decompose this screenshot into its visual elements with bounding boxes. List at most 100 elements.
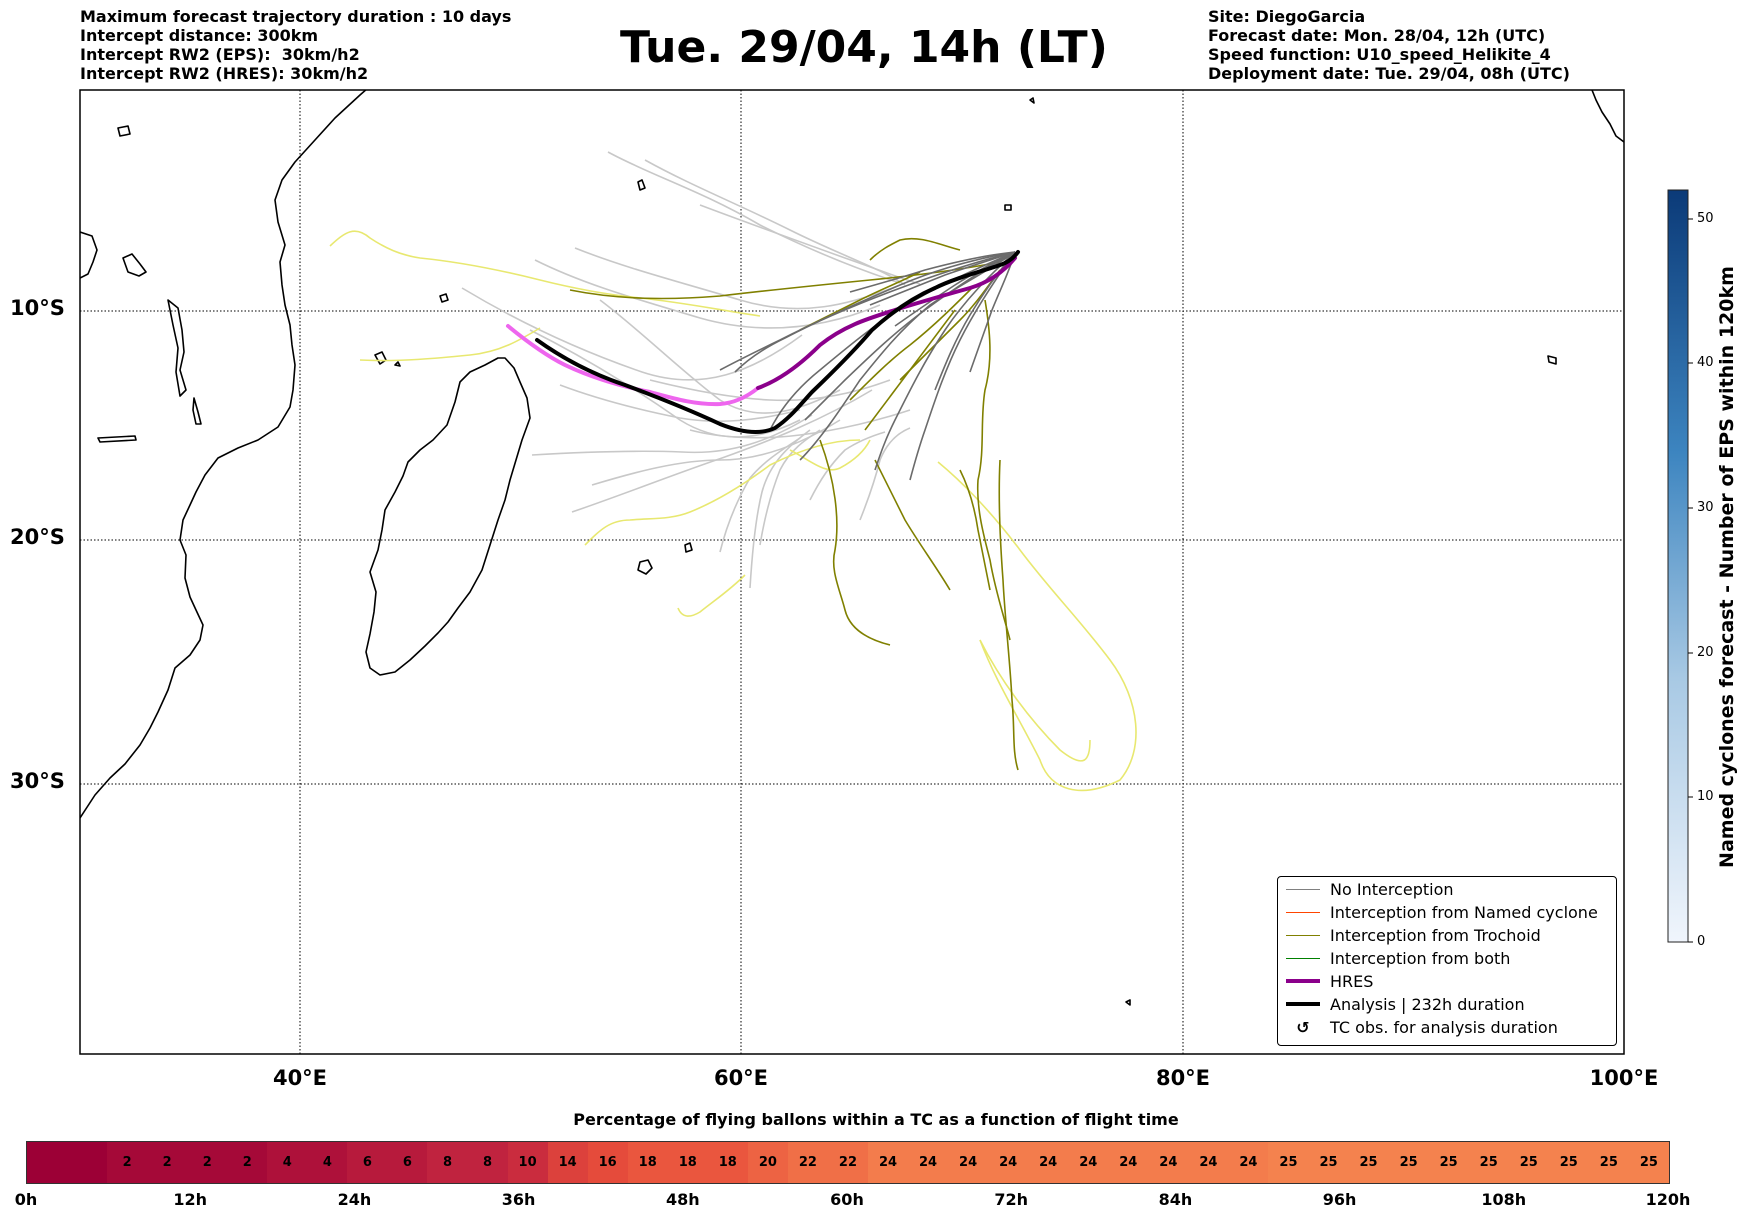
legend-swatch bbox=[1286, 889, 1320, 890]
header-right-info: Site: DiegoGarcia Forecast date: Mon. 28… bbox=[1208, 7, 1570, 83]
lat-label-30s: 30°S bbox=[10, 769, 65, 793]
legend-item-both: Interception from both bbox=[1278, 948, 1616, 970]
percentage-segment: 18 bbox=[667, 1142, 708, 1183]
maldives-islands bbox=[1591, 90, 1624, 143]
deployment-date-text: Deployment date: Tue. 29/04, 08h (UTC) bbox=[1208, 64, 1570, 83]
page-title: Tue. 29/04, 14h (LT) bbox=[620, 22, 1108, 73]
time-tick-label: 60h bbox=[830, 1190, 864, 1209]
time-tick-label: 0h bbox=[14, 1190, 38, 1209]
time-tick-label: 36h bbox=[501, 1190, 536, 1209]
legend-item-hres: HRES bbox=[1278, 971, 1616, 993]
time-tick-label: 48h bbox=[665, 1190, 700, 1209]
percentage-segment: 25 bbox=[1388, 1142, 1429, 1183]
legend-swatch bbox=[1286, 979, 1320, 983]
madagascar-coastline bbox=[365, 357, 531, 676]
header-left-info: Maximum forecast trajectory duration : 1… bbox=[80, 7, 511, 83]
percentage-segment: 18 bbox=[707, 1142, 748, 1183]
colorbar-tick-50: 50 bbox=[1697, 211, 1714, 226]
percentage-segment: 25 bbox=[1588, 1142, 1629, 1183]
lon-label-100e: 100°E bbox=[1589, 1066, 1659, 1090]
percentage-segment: 24 bbox=[908, 1142, 949, 1183]
colorbar-tick-10: 10 bbox=[1697, 789, 1714, 804]
yellow-trajectories bbox=[329, 230, 1137, 792]
percentage-segment: 6 bbox=[387, 1142, 428, 1183]
lake-rukwa bbox=[80, 231, 98, 279]
percentage-bar-title: Percentage of flying ballons within a TC… bbox=[573, 1110, 1179, 1129]
lake-tanganyika bbox=[167, 299, 187, 397]
percentage-segment: 2 bbox=[147, 1142, 188, 1183]
small-island-3 bbox=[1004, 204, 1012, 211]
legend-item-tc-obs: ↺ TC obs. for analysis duration bbox=[1278, 1017, 1616, 1039]
colorbar-tick-0: 0 bbox=[1697, 934, 1706, 949]
intercept-eps-text: Intercept RW2 (EPS): 30km/h2 bbox=[80, 45, 360, 64]
forecast-date-text: Forecast date: Mon. 28/04, 12h (UTC) bbox=[1208, 26, 1546, 45]
lon-label-40e: 40°E bbox=[272, 1066, 328, 1090]
percentage-segment: 25 bbox=[1268, 1142, 1309, 1183]
percentage-segment: 24 bbox=[1188, 1142, 1229, 1183]
cyclone-colorbar-ticks bbox=[1688, 218, 1693, 943]
time-tick-label: 96h bbox=[1322, 1190, 1357, 1209]
percentage-segment: 25 bbox=[1308, 1142, 1349, 1183]
percentage-segment: 24 bbox=[867, 1142, 909, 1183]
percentage-segment: 22 bbox=[827, 1142, 868, 1183]
percentage-segment: 24 bbox=[988, 1142, 1029, 1183]
colorbar-tick-20: 20 bbox=[1697, 645, 1714, 660]
percentage-segment: 25 bbox=[1348, 1142, 1389, 1183]
percentage-segment: 24 bbox=[1028, 1142, 1069, 1183]
cyclone-colorbar bbox=[1667, 189, 1689, 943]
colorbar-label: Named cyclones forecast - Number of EPS … bbox=[1716, 266, 1738, 868]
seychelles bbox=[439, 293, 449, 303]
mauritius bbox=[637, 559, 653, 575]
lat-label-20s: 20°S bbox=[10, 525, 65, 549]
percentage-segment: 25 bbox=[1468, 1142, 1509, 1183]
time-tick-label: 12h bbox=[173, 1190, 208, 1209]
percentage-segment: 6 bbox=[347, 1142, 388, 1183]
percentage-bar: 2 2 2 2 4 4 6 6 8 8 10 14 16 18 18 18 20 22 22 24 24 24 24 24 24… bbox=[26, 1141, 1670, 1184]
time-tick-label: 108h bbox=[1481, 1190, 1527, 1209]
speed-function-text: Speed function: U10_speed_Helikite_4 bbox=[1208, 45, 1551, 64]
max-duration-text: Maximum forecast trajectory duration : 1… bbox=[80, 7, 512, 26]
comoros bbox=[374, 351, 401, 367]
percentage-segment: 10 bbox=[507, 1142, 548, 1183]
time-tick-label: 24h bbox=[337, 1190, 372, 1209]
time-tick-label: 72h bbox=[994, 1190, 1029, 1209]
map-frame bbox=[79, 89, 1625, 1055]
lake-malawi bbox=[192, 397, 202, 425]
percentage-segment: 8 bbox=[467, 1142, 508, 1183]
diego-garcia bbox=[1547, 355, 1557, 365]
percentage-segment: 25 bbox=[1428, 1142, 1469, 1183]
lake-victoria bbox=[122, 253, 147, 277]
percentage-segment: 2 bbox=[227, 1142, 268, 1183]
legend-swatch bbox=[1286, 1002, 1320, 1006]
time-tick-label: 120h bbox=[1645, 1190, 1691, 1209]
tc-obs-icon: ↺ bbox=[1296, 1018, 1310, 1037]
percentage-segment: 24 bbox=[1068, 1142, 1109, 1183]
colorbar-tick-30: 30 bbox=[1697, 500, 1714, 515]
percentage-segment: 4 bbox=[267, 1142, 308, 1183]
percentage-segment: 2 bbox=[107, 1142, 148, 1183]
hres-segment-pink bbox=[506, 324, 760, 407]
percentage-segment: 24 bbox=[1148, 1142, 1189, 1183]
small-island-1 bbox=[1125, 999, 1131, 1006]
percentage-segment: 25 bbox=[1508, 1142, 1549, 1183]
percentage-segment: 25 bbox=[1548, 1142, 1589, 1183]
eps-light-trajectories bbox=[461, 151, 921, 589]
percentage-segment: 4 bbox=[307, 1142, 348, 1183]
percentage-segment: 18 bbox=[627, 1142, 668, 1183]
legend-item-analysis: Analysis | 232h duration bbox=[1278, 994, 1616, 1016]
analysis-trajectory bbox=[535, 250, 1020, 434]
legend-swatch bbox=[1286, 912, 1320, 913]
percentage-segment bbox=[67, 1142, 108, 1183]
percentage-segment: 14 bbox=[547, 1142, 588, 1183]
percentage-segment: 25 bbox=[1628, 1142, 1669, 1183]
colorbar-tick-40: 40 bbox=[1697, 355, 1714, 370]
percentage-segment: 20 bbox=[747, 1142, 788, 1183]
intercept-hres-text: Intercept RW2 (HRES): 30km/h2 bbox=[80, 64, 369, 83]
percentage-segment: 24 bbox=[1228, 1142, 1269, 1183]
percentage-segment: 24 bbox=[1108, 1142, 1149, 1183]
socotra-island bbox=[117, 125, 131, 137]
lon-label-80e: 80°E bbox=[1155, 1066, 1211, 1090]
percentage-segment: 8 bbox=[427, 1142, 468, 1183]
trochoid-trajectories bbox=[569, 237, 1019, 771]
